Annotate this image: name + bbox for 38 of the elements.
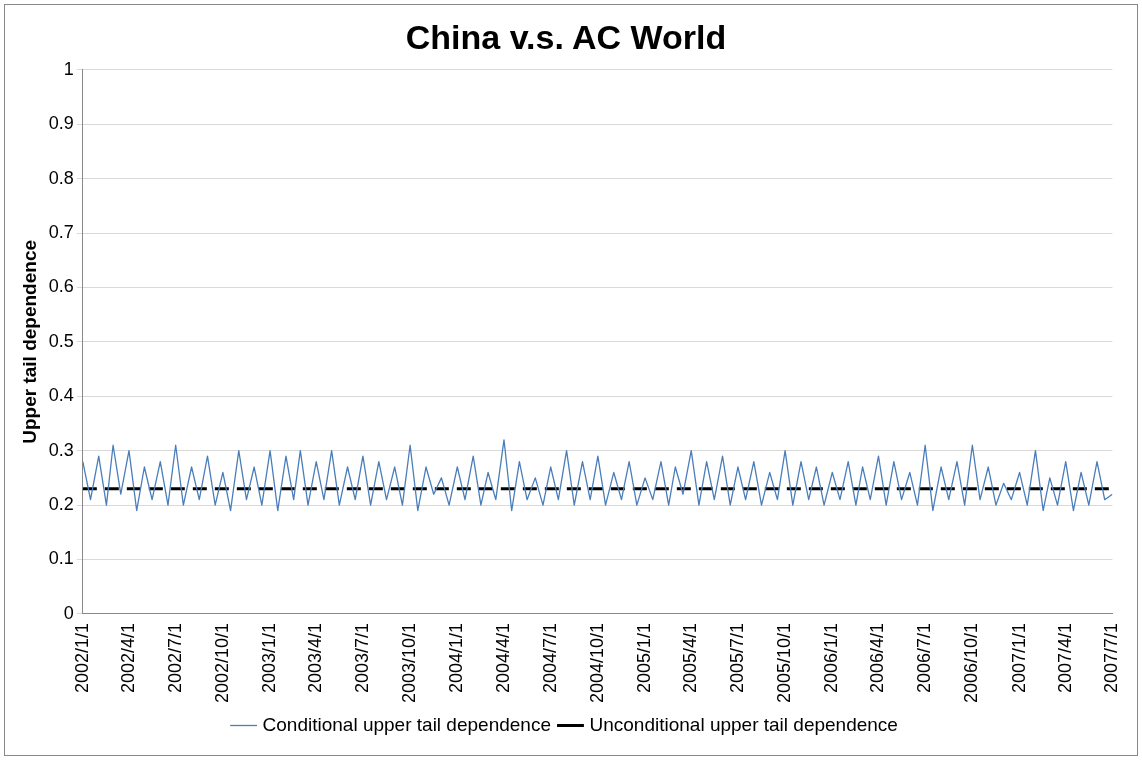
x-tick-label: 2003/10/1	[399, 622, 420, 703]
x-tick-label: 2002/7/1	[164, 622, 185, 693]
x-tick-label: 2005/4/1	[680, 622, 701, 693]
x-tick-label: 2004/1/1	[446, 622, 467, 693]
y-axis-title: Upper tail dependence	[18, 239, 40, 444]
y-tick-label: 0	[63, 602, 74, 623]
x-tick-label: 2004/10/1	[586, 622, 607, 703]
x-tick-label: 2007/7/1	[1101, 622, 1122, 693]
chart-title: China v.s. AC World	[405, 17, 727, 56]
x-tick-label: 2002/4/1	[117, 622, 138, 693]
y-tick-label: 0.5	[48, 330, 74, 351]
x-tick-label: 2007/1/1	[1008, 622, 1029, 693]
x-tick-label: 2003/7/1	[351, 622, 372, 693]
y-tick-label: 0.6	[48, 276, 74, 297]
x-tick-label: 2003/1/1	[259, 622, 280, 693]
x-tick-label: 2002/1/1	[71, 622, 92, 693]
x-tick-label: 2004/7/1	[539, 622, 560, 693]
y-tick-label: 0.9	[48, 113, 74, 134]
y-tick-label: 0.4	[48, 385, 74, 406]
x-tick-label: 2006/4/1	[867, 622, 888, 693]
x-tick-label: 2006/7/1	[914, 622, 935, 693]
y-tick-label: 0.3	[48, 439, 74, 460]
legend-label: Unconditional upper tail dependence	[589, 713, 898, 735]
legend-label: Conditional upper tail dependence	[262, 713, 551, 735]
x-tick-label: 2005/10/1	[774, 622, 795, 703]
y-tick-label: 0.1	[48, 548, 74, 569]
y-tick-label: 0.2	[48, 494, 74, 515]
x-tick-label: 2003/4/1	[305, 622, 326, 693]
x-tick-label: 2005/7/1	[726, 622, 747, 693]
x-tick-label: 2002/10/1	[211, 622, 232, 703]
x-tick-label: 2006/10/1	[961, 622, 982, 703]
y-tick-label: 0.8	[48, 167, 74, 188]
x-tick-label: 2005/1/1	[634, 622, 655, 693]
x-tick-label: 2007/4/1	[1054, 622, 1075, 693]
y-tick-label: 1	[63, 58, 74, 79]
y-tick-label: 0.7	[48, 222, 74, 243]
x-tick-label: 2004/4/1	[492, 622, 513, 693]
x-tick-label: 2006/1/1	[821, 622, 842, 693]
